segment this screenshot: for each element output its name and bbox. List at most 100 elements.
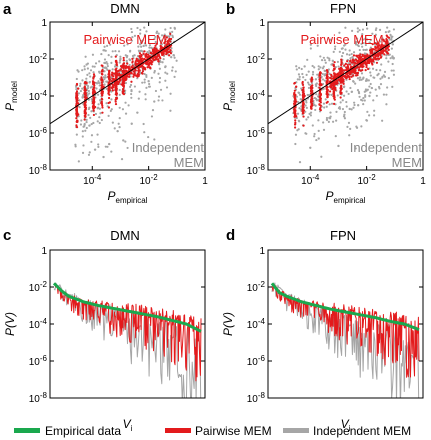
pairwise-mem-point [303,94,306,98]
independent-mem-point [79,82,82,85]
pairwise-mem-point [159,45,162,48]
pairwise-mem-point [124,66,127,70]
pairwise-mem-point [131,60,134,63]
independent-mem-point [128,63,131,67]
pairwise-mem-point [294,115,298,118]
y-tick-label: 10-2 [247,280,266,294]
pairwise-mem-point [148,55,151,58]
independent-mem-point [356,30,359,33]
independent-mem-point [105,80,108,83]
pairwise-mem-point [319,71,322,75]
independent-mem-point [369,91,372,94]
pairwise-mem-point [76,87,80,90]
independent-mem-point [139,32,142,35]
independent-mem-point [143,72,146,76]
independent-mem-point [343,85,346,88]
pairwise-mem-point [136,72,140,76]
pairwise-mem-point [141,67,145,70]
independent-mem-point [107,54,110,57]
independent-mem-point [386,26,389,29]
independent-mem-point [388,53,391,56]
independent-mem-point [335,119,338,122]
independent-mem-point [158,63,161,66]
pairwise-mem-point [125,64,128,68]
independent-mem-point [334,135,337,138]
pairwise-mem-point [333,98,336,101]
independent-mem-point [305,106,308,109]
independent-mem-point [364,37,367,40]
independent-mem-point [345,90,348,93]
independent-mem-point [349,57,352,60]
identity-line [50,22,205,125]
pairwise-mem-point [101,83,104,86]
independent-mem-point [98,84,101,87]
independent-mem-point [77,92,81,95]
independent-mem-point [98,121,101,125]
pairwise-mem-point [112,72,116,75]
independent-mem-point [151,109,155,112]
independent-mem-point [171,66,174,69]
independent-mem-point [334,65,337,69]
pairwise-mem-point [302,86,305,89]
independent-mem-point [109,109,112,113]
independent-mem-point [321,72,324,76]
pairwise-mem-point [357,54,360,57]
pairwise-mem-point [100,92,103,95]
panel-letter-b: b [226,1,235,18]
independent-mem-point [362,76,365,79]
independent-mem-point [391,55,394,58]
pairwise-mem-point [318,83,321,86]
independent-mem-point [164,71,167,74]
independent-mem-point [88,151,91,154]
independent-mem-point [342,94,346,97]
pairwise-mem-point [343,64,346,67]
independent-mem-point [305,73,308,76]
pairwise-mem-point [93,84,96,87]
pairwise-mem-point [355,59,359,63]
pairwise-mem-point [119,68,122,71]
pairwise-mem-point [144,55,147,58]
pairwise-mem-point [84,115,87,118]
pairwise-mem-point [350,61,353,64]
y-tick-label: 10-2 [247,52,266,66]
independent-mem-point [88,92,91,95]
empirical-data-line [270,282,420,331]
independent-mem-point [374,28,377,32]
pairwise-mem-point [360,59,364,62]
pairwise-mem-point [326,73,329,76]
independent-mem-point [141,81,144,84]
independent-mem-point [309,146,312,149]
independent-mem-point [117,50,121,53]
independent-mem-point [81,69,84,72]
legend-swatch-independent [283,428,309,433]
pairwise-mem-point [352,54,356,57]
independent-mem-point [100,52,103,56]
pairwise-mem-point [110,73,114,76]
pairwise-mem-point [108,78,111,81]
pairwise-mem-point [326,95,329,99]
pairwise-mem-point [170,37,173,41]
independent-mem-point [385,93,388,96]
independent-mem-point [159,88,163,91]
pairwise-mem-point [167,50,171,54]
pairwise-mem-point [301,93,305,96]
independent-mem-point [361,45,364,48]
independent-mem-point [327,120,330,123]
independent-mem-point [343,117,347,120]
pairwise-mem-point [326,88,329,92]
pairwise-mem-point [378,44,381,47]
independent-mem-point [392,69,395,72]
independent-mem-point [83,65,86,68]
independent-mem-point [364,88,368,91]
independent-mem-point [382,93,386,96]
independent-mem-point [305,101,308,104]
pairwise-mem-point [115,72,118,75]
independent-mem-point [348,53,351,57]
pairwise-mem-point [346,63,349,67]
pairwise-mem-point [340,58,343,61]
independent-mem-point [111,50,114,53]
independent-mem-point [110,98,113,101]
pairwise-mem-point [339,79,342,83]
x-axis-label: Pempirical [107,189,147,205]
independent-mem-point [107,114,110,118]
